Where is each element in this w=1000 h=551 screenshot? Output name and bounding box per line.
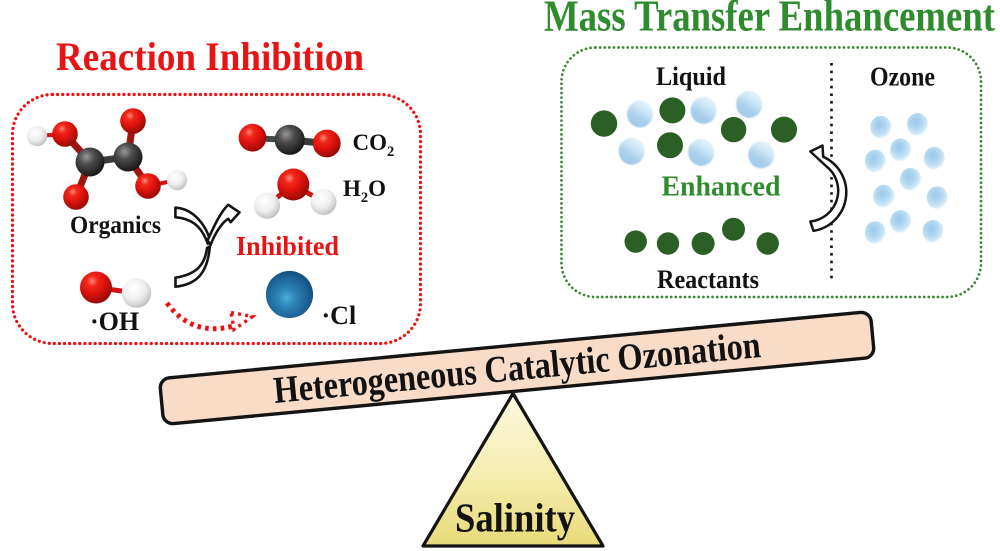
svg-text:·Cl: ·Cl [322, 301, 357, 330]
svg-text:Reaction Inhibition: Reaction Inhibition [56, 34, 364, 79]
svg-text:Reactants: Reactants [657, 265, 759, 294]
svg-text:Inhibited: Inhibited [236, 231, 339, 261]
svg-text:Salinity: Salinity [455, 495, 575, 541]
svg-text:Enhanced: Enhanced [662, 172, 781, 203]
svg-text:Organics: Organics [70, 212, 161, 239]
svg-text:Mass Transfer Enhancement: Mass Transfer Enhancement [544, 0, 995, 41]
svg-text:Liquid: Liquid [656, 62, 727, 91]
svg-text:Ozone: Ozone [870, 62, 935, 92]
svg-text:·OH: ·OH [90, 307, 139, 336]
